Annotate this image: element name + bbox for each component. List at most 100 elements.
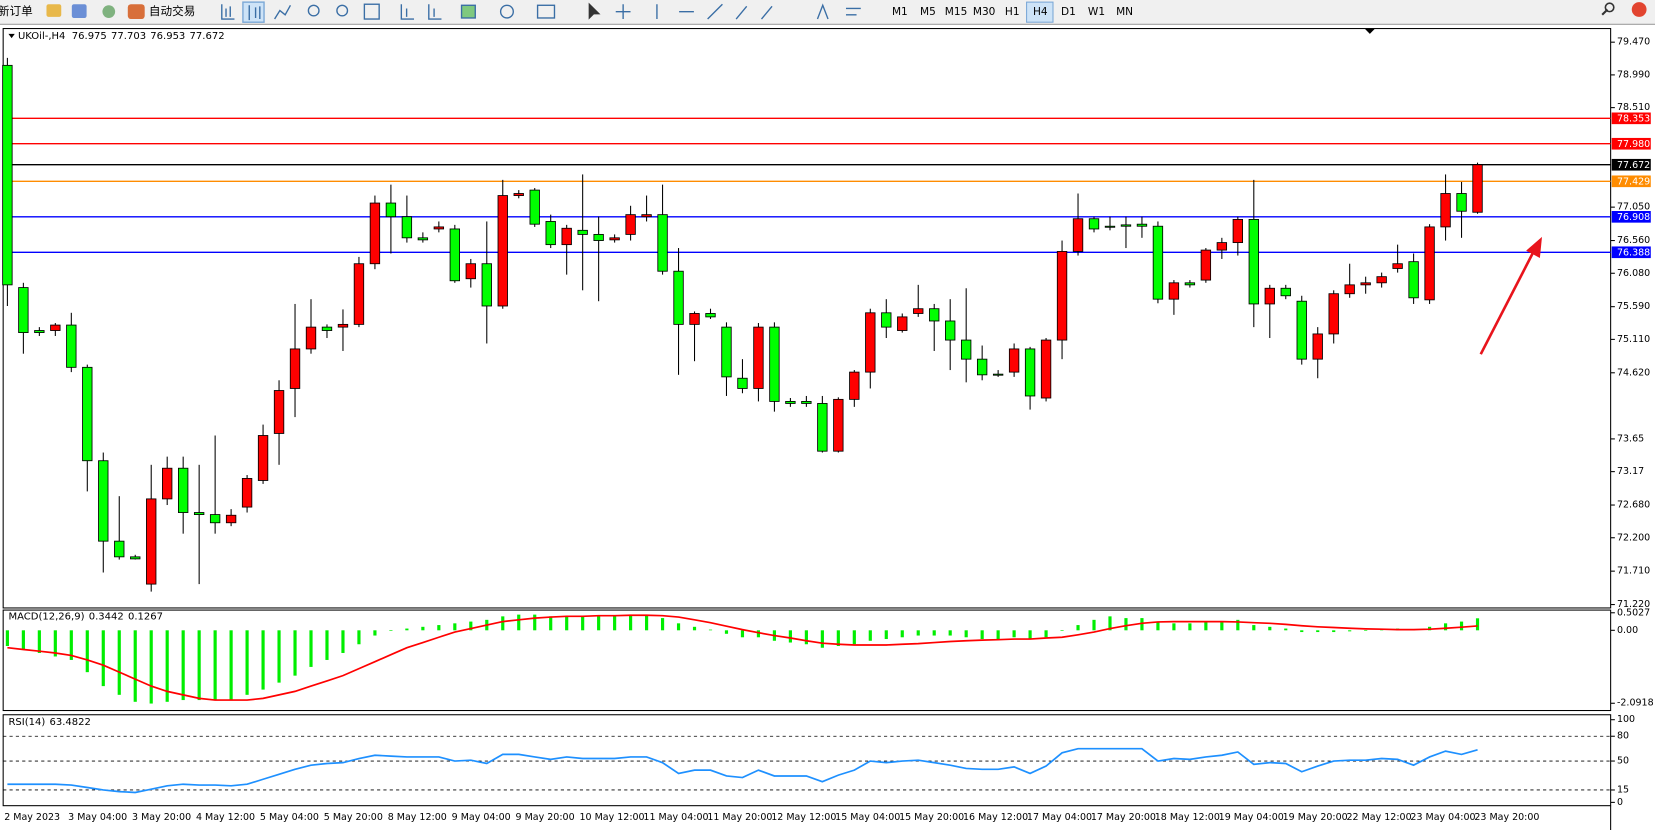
y-tick-label: 76.560 <box>1617 235 1650 246</box>
icon[interactable] <box>307 4 320 17</box>
macd-bar <box>437 625 441 631</box>
x-tick-label: 9 May 20:00 <box>516 812 575 823</box>
candle-body <box>98 460 109 542</box>
timeframe-button[interactable]: H1 <box>1005 6 1020 18</box>
candle-body <box>305 326 317 350</box>
y-tick-label: -2.0918 <box>1617 698 1654 709</box>
arrow-head <box>1526 236 1542 258</box>
icon[interactable] <box>248 5 261 21</box>
timeframe-button[interactable]: H4 <box>1033 6 1048 18</box>
candle-body <box>177 467 189 513</box>
price-level-tag <box>1611 246 1651 259</box>
timeframe-button[interactable]: M15 <box>945 6 968 18</box>
macd-bar <box>229 630 233 701</box>
timeframe-button[interactable]: M30 <box>973 6 996 18</box>
icon[interactable] <box>102 5 116 18</box>
candle-body <box>353 263 365 325</box>
macd-bar <box>644 614 649 631</box>
timeframe-button[interactable]: M1 <box>892 6 908 18</box>
icon[interactable] <box>536 4 556 19</box>
candle-body <box>1312 333 1323 360</box>
symbol: UKOil-,H4 <box>18 31 65 42</box>
macd-bar <box>1188 623 1192 631</box>
macd-bar <box>629 614 633 631</box>
icon[interactable] <box>499 4 514 19</box>
text-icon[interactable] <box>816 3 829 20</box>
candle-body <box>641 214 652 218</box>
icon[interactable] <box>363 3 380 20</box>
search-icon[interactable] <box>1604 2 1615 13</box>
icon[interactable] <box>460 4 476 19</box>
macd-value: 0.3442 <box>89 611 124 622</box>
candle-body <box>1472 164 1483 213</box>
icon[interactable] <box>221 4 235 20</box>
macd-bar <box>884 630 888 640</box>
timeframe-button[interactable]: MN <box>1116 6 1133 18</box>
macd-bar <box>740 630 745 638</box>
timeframe-button[interactable]: M5 <box>920 6 936 18</box>
y-tick-label: 75.110 <box>1617 334 1650 345</box>
x-tick-label: 16 May 12:00 <box>963 812 1028 823</box>
macd-bar <box>660 618 665 631</box>
candle-body <box>1248 218 1259 305</box>
timeframe-active <box>1026 1 1054 23</box>
x-tick-label: 5 May 04:00 <box>260 812 319 823</box>
y-tick-label: 15 <box>1617 784 1629 795</box>
timeframe-button[interactable]: D1 <box>1061 6 1076 18</box>
candle-body <box>369 202 381 265</box>
auto-trade-icon[interactable] <box>127 4 145 20</box>
macd-bar <box>53 630 57 657</box>
candle-body <box>193 512 205 515</box>
candle-body <box>1424 226 1435 301</box>
candle-body <box>1008 348 1020 373</box>
macd-bar <box>1076 625 1080 631</box>
x-tick-label: 17 May 20:00 <box>1091 812 1156 823</box>
macd-bar <box>852 630 856 645</box>
candle-body <box>273 390 285 434</box>
line-icons[interactable] <box>656 3 773 20</box>
macd-bar <box>21 630 25 650</box>
macd-bar <box>565 616 569 631</box>
icon[interactable] <box>71 4 87 18</box>
auto-trade-button[interactable]: 自动交易 <box>149 4 195 18</box>
x-tick-label: 4 May 12:00 <box>196 812 255 823</box>
icon-active[interactable] <box>242 1 265 23</box>
x-tick-label: 23 May 20:00 <box>1474 812 1539 823</box>
macd-bar <box>868 630 872 641</box>
candle-body <box>992 373 1004 376</box>
candle-body <box>18 287 29 333</box>
icon[interactable] <box>428 4 442 20</box>
price-level-tag <box>1611 175 1651 188</box>
candle-body <box>897 316 908 331</box>
x-tick-label: 9 May 04:00 <box>452 812 511 823</box>
y-tick-label: 79.470 <box>1617 37 1650 48</box>
icon[interactable] <box>400 4 415 20</box>
toolbar-bg <box>0 0 1655 25</box>
candle-body <box>337 323 349 328</box>
macd-bar <box>1348 630 1352 632</box>
icon[interactable] <box>274 4 292 20</box>
macd-bar <box>820 630 824 648</box>
timeframe-button[interactable]: W1 <box>1088 6 1105 18</box>
new-order-button[interactable]: 新订单 <box>0 4 33 18</box>
candle-body <box>593 233 604 241</box>
cursor-icon[interactable] <box>588 2 601 20</box>
rsi-header: RSI(14) 63.4822 <box>8 717 90 728</box>
candle-body <box>785 400 796 404</box>
macd-panel <box>2 609 1612 712</box>
icon[interactable] <box>845 7 861 16</box>
tool-icons[interactable] <box>221 1 861 23</box>
candle-body <box>2 64 13 286</box>
candle-body <box>545 221 556 246</box>
macd-bar <box>980 630 984 640</box>
icon[interactable] <box>46 4 62 17</box>
icon[interactable] <box>336 4 349 17</box>
candle-body <box>1280 287 1291 297</box>
macd-bar <box>1236 619 1240 631</box>
notification-badge[interactable] <box>1631 2 1647 17</box>
price-level-tag <box>1611 211 1651 223</box>
crosshair-icon[interactable] <box>615 4 631 20</box>
candle-body <box>1184 282 1196 286</box>
y-tick-label: 71.710 <box>1617 566 1650 577</box>
signal-line <box>7 614 1478 701</box>
